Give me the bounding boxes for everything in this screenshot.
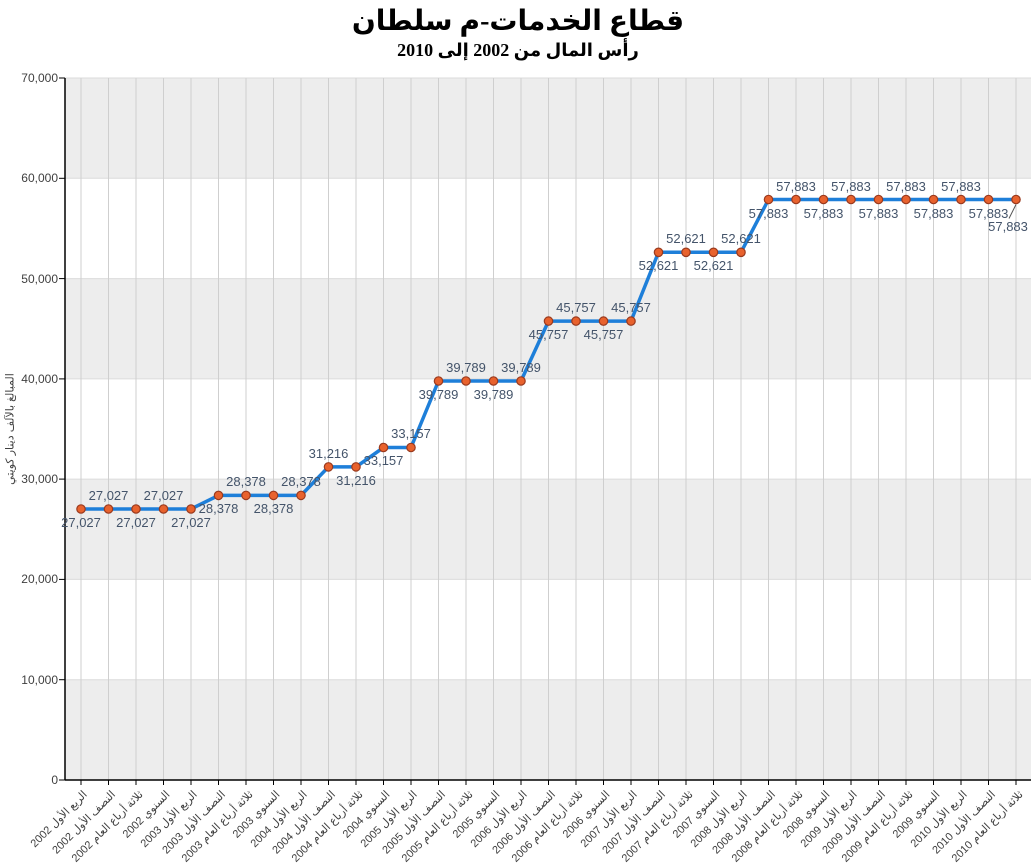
data-point-marker [571,316,581,326]
data-point-marker [241,490,251,501]
data-point-marker [763,194,774,205]
data-point-marker [681,247,691,258]
data-point-marker [626,316,636,326]
data-point-marker [433,376,444,386]
data-point-marker [956,194,966,205]
data-point-marker [901,194,911,205]
data-point-marker [598,316,609,326]
data-point-marker [791,194,801,205]
data-point-marker [351,462,361,472]
data-point-marker [461,376,471,386]
data-point-marker [268,490,279,501]
data-point-marker [103,504,114,514]
chart-subtitle: رأس المال من 2002 إلى 2010 [397,40,639,60]
chart-title: قطاع الخدمات-م سلطان [351,6,685,37]
data-point-marker [708,247,719,258]
data-point-marker [736,247,746,258]
data-point-marker [323,462,334,472]
data-point-marker [516,376,526,386]
data-point-marker [158,504,169,514]
data-point-marker [818,194,829,205]
data-point-marker [296,490,306,501]
data-label-leader-line [1008,204,1017,219]
data-point-marker [1011,194,1021,205]
data-point-marker [378,442,389,453]
data-point-marker [653,247,664,258]
data-point-marker [488,376,499,386]
data-point-marker [406,442,416,453]
data-point-marker [873,194,884,205]
data-point-marker [213,490,224,501]
data-point-marker [131,504,141,514]
data-point-marker [76,504,86,514]
data-point-marker [543,316,554,326]
y-axis-title-text: المبالغ بالآلف دينار كويتي [4,373,17,485]
data-point-marker [846,194,856,205]
data-point-marker [186,504,196,514]
data-point-marker [928,194,939,205]
data-point-marker [983,194,994,205]
